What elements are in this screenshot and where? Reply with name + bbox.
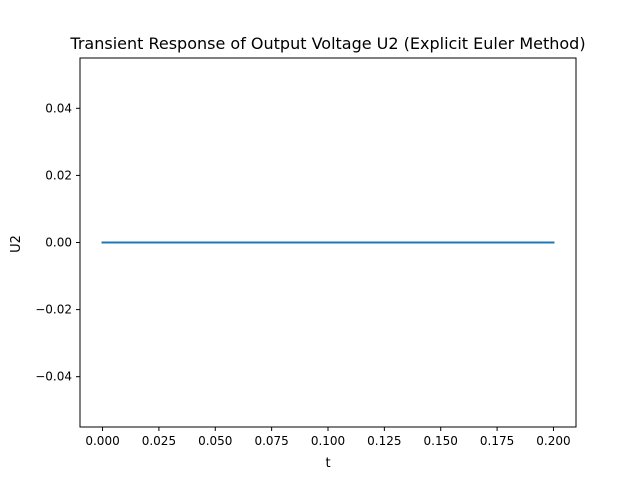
- x-axis-label: t: [325, 456, 330, 471]
- y-tick-label: −0.02: [35, 303, 72, 317]
- x-tick-label: 0.050: [198, 434, 232, 448]
- x-tick-label: 0.075: [254, 434, 288, 448]
- chart-title: Transient Response of Output Voltage U2 …: [69, 34, 585, 53]
- x-tick-label: 0.150: [424, 434, 458, 448]
- x-tick-label: 0.025: [142, 434, 176, 448]
- x-tick-label: 0.200: [536, 434, 570, 448]
- x-tick-label: 0.000: [85, 434, 119, 448]
- y-tick-label: 0.04: [45, 101, 72, 115]
- x-tick-label: 0.100: [311, 434, 345, 448]
- plot-area: [79, 57, 577, 428]
- x-tick-label: 0.125: [367, 434, 401, 448]
- y-axis: −0.04 −0.02 0.00 0.02 0.04: [35, 101, 80, 384]
- y-tick-label: 0.00: [45, 236, 72, 250]
- x-axis: 0.000 0.025 0.050 0.075 0.100 0.125 0.150 0.175…: [85, 427, 571, 448]
- y-tick-label: 0.02: [45, 168, 72, 182]
- y-tick-label: −0.04: [35, 370, 72, 384]
- y-axis-label: U2: [9, 235, 24, 253]
- x-tick-label: 0.175: [480, 434, 514, 448]
